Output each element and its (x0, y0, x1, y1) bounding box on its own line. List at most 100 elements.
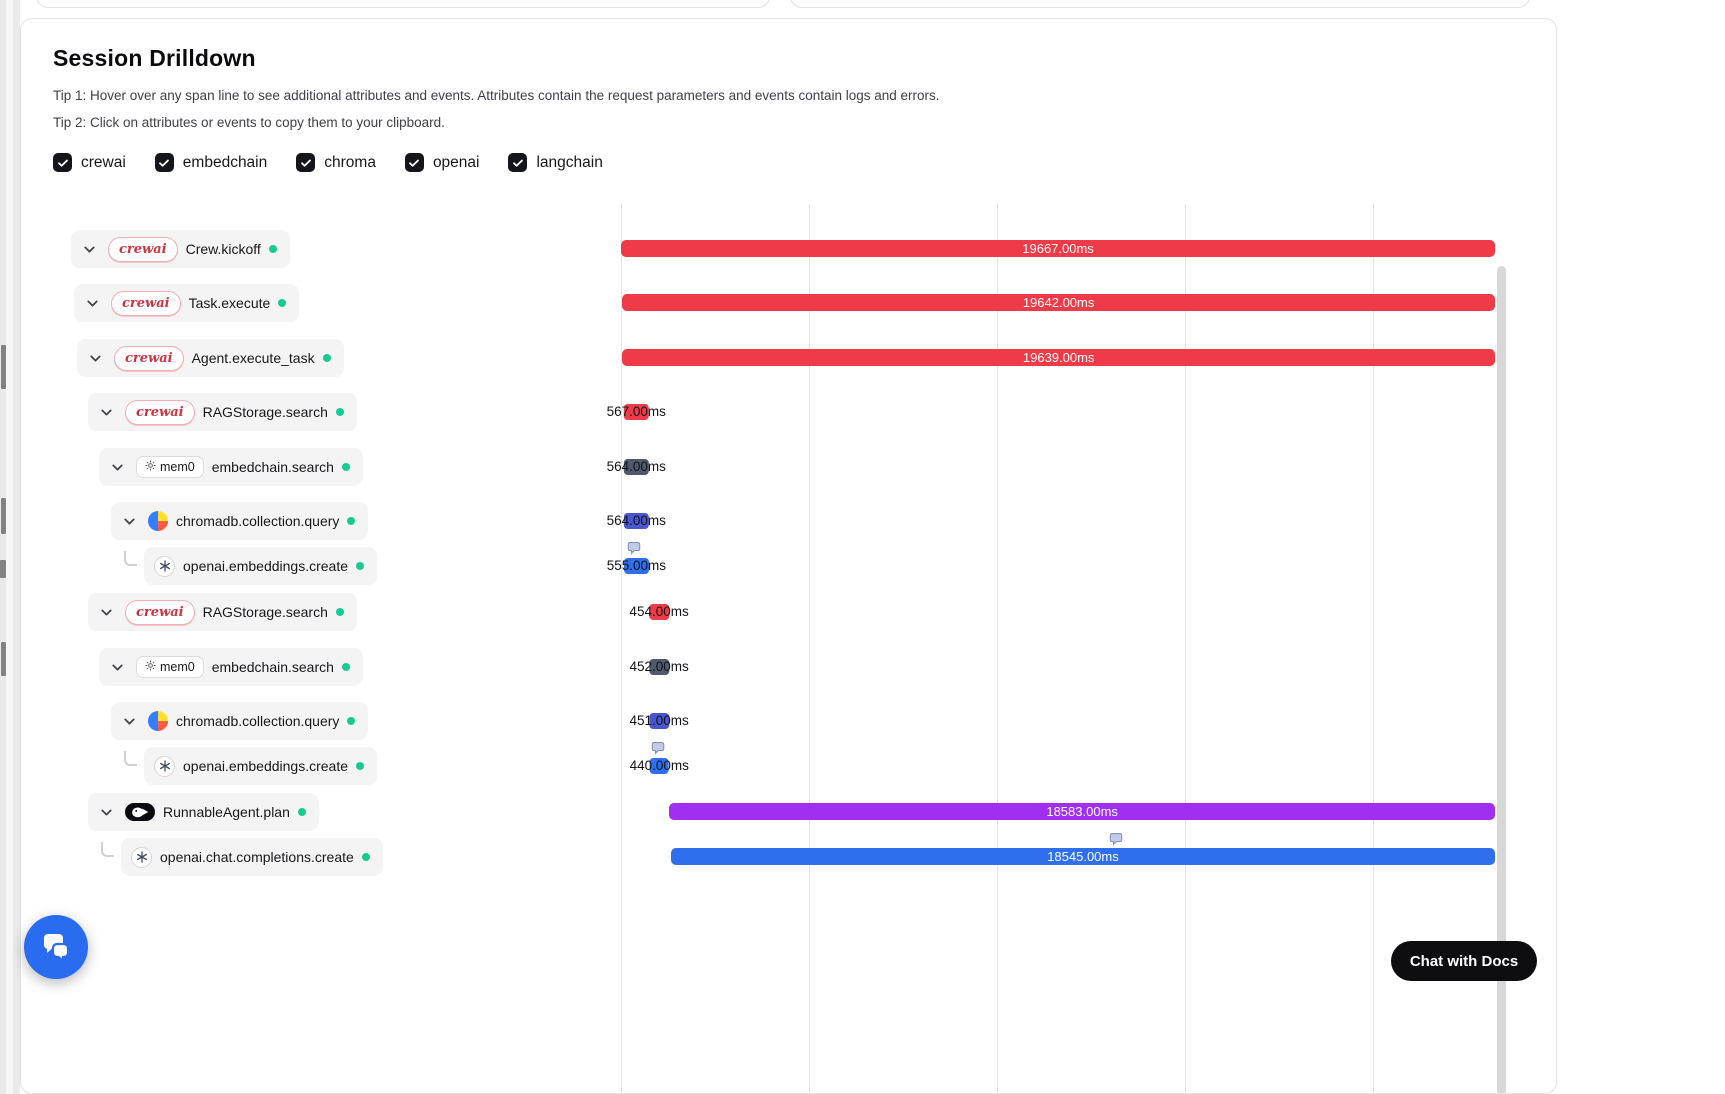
span-label[interactable]: RunnableAgent.plan (88, 793, 319, 831)
span-label[interactable]: chromadb.collection.query (111, 702, 369, 740)
span-label[interactable]: chromadb.collection.query (111, 502, 369, 540)
chevron-down-icon[interactable] (118, 510, 140, 532)
crewai-logo: crewai (125, 599, 195, 625)
span-name: Agent.execute_task (191, 350, 315, 366)
mem0-logo: mem0 (136, 456, 204, 478)
span-duration-bar[interactable]: 18545.00ms (670, 848, 1496, 865)
span-label[interactable]: crewai RAGStorage.search (88, 593, 357, 631)
span-duration-bar[interactable]: 555.00ms (607, 558, 666, 574)
span-pill[interactable]: openai.chat.completions.create (121, 838, 383, 876)
span-pill[interactable]: crewai Crew.kickoff (71, 230, 290, 268)
span-duration-bar[interactable]: 567.00ms (607, 404, 666, 420)
chat-widget-button[interactable] (24, 915, 88, 979)
chevron-down-icon[interactable] (106, 656, 128, 678)
event-marker-icon[interactable] (650, 740, 666, 756)
event-marker-icon[interactable] (626, 540, 642, 556)
bar-fill (648, 604, 670, 620)
span-label[interactable]: crewai Crew.kickoff (71, 230, 290, 268)
span-duration-bar[interactable]: 452.00ms (629, 659, 689, 675)
span-label[interactable]: openai.embeddings.create (122, 747, 378, 785)
filter-label: openai (432, 153, 480, 171)
span-pill[interactable]: crewai RAGStorage.search (88, 393, 357, 431)
left-edge-strip (0, 0, 20, 1094)
bar-fill (624, 558, 649, 574)
span-duration-bar[interactable]: 440.00ms (630, 758, 689, 774)
span-pill[interactable]: chromadb.collection.query (111, 502, 369, 540)
trace-row: crewai Crew.kickoff 19667.00ms (21, 222, 1556, 276)
span-label[interactable]: crewai Agent.execute_task (77, 339, 344, 377)
checkbox-checked-icon[interactable] (296, 153, 316, 172)
chevron-down-icon[interactable] (81, 292, 103, 314)
filter-crewai[interactable]: crewai (53, 153, 126, 172)
tip-2: Tip 2: Click on attributes or events to … (53, 115, 445, 130)
span-duration-bar[interactable]: 18583.00ms (669, 803, 1496, 820)
span-pill[interactable]: chromadb.collection.query (111, 702, 369, 740)
chevron-down-icon[interactable] (95, 401, 117, 423)
status-dot (356, 762, 365, 770)
checkbox-checked-icon[interactable] (508, 153, 528, 172)
trace-row: mem0 embedchain.search 564.00ms (21, 440, 1556, 494)
chevron-down-icon[interactable] (84, 347, 106, 369)
chevron-down-icon[interactable] (95, 801, 117, 823)
span-pill[interactable]: mem0 embedchain.search (99, 448, 363, 486)
duration-label: 440.00ms (629, 758, 689, 773)
duration-label: 451.00ms (629, 713, 689, 728)
span-duration-bar[interactable]: 451.00ms (629, 713, 689, 729)
span-pill[interactable]: crewai Agent.execute_task (77, 339, 344, 377)
openai-logo (154, 755, 175, 777)
chevron-down-icon[interactable] (106, 456, 128, 478)
chat-with-docs-button[interactable]: Chat with Docs (1391, 941, 1537, 981)
status-dot (347, 517, 356, 525)
filter-langchain[interactable]: langchain (508, 153, 603, 172)
vertical-scrollbar[interactable] (1497, 266, 1506, 1093)
span-label[interactable]: crewai RAGStorage.search (88, 393, 357, 431)
left-edge-band (6, 0, 13, 1094)
chevron-down-icon[interactable] (118, 710, 140, 732)
bar-fill (623, 459, 649, 475)
filter-chroma[interactable]: chroma (296, 153, 376, 172)
status-dot (356, 562, 365, 570)
span-pill[interactable]: RunnableAgent.plan (88, 793, 319, 831)
status-dot (297, 808, 306, 816)
gridline (997, 204, 998, 1093)
span-duration-bar[interactable]: 564.00ms (607, 459, 666, 475)
span-duration-bar[interactable]: 19642.00ms (622, 294, 1496, 311)
span-duration-bar[interactable]: 19639.00ms (622, 349, 1496, 366)
chevron-down-icon[interactable] (95, 601, 117, 623)
checkbox-checked-icon[interactable] (404, 153, 424, 172)
duration-label: 567.00ms (606, 404, 666, 419)
trace-rows: crewai Crew.kickoff 19667.00ms crewai Task.e… (21, 204, 1556, 1093)
span-pill[interactable]: crewai Task.execute (74, 284, 300, 322)
span-duration-bar[interactable]: 19667.00ms (621, 240, 1496, 257)
span-duration-bar[interactable]: 454.00ms (629, 604, 689, 620)
filter-openai[interactable]: openai (404, 153, 480, 172)
span-name: RunnableAgent.plan (163, 804, 290, 820)
status-dot (278, 299, 287, 307)
chevron-down-icon[interactable] (78, 238, 100, 260)
span-pill[interactable]: openai.embeddings.create (144, 547, 378, 585)
span-pill[interactable]: crewai RAGStorage.search (88, 593, 357, 631)
bar-fill (623, 513, 649, 529)
span-name: chromadb.collection.query (176, 513, 340, 529)
bar-fill (623, 404, 649, 420)
span-label[interactable]: openai.embeddings.create (122, 547, 378, 585)
event-marker-icon[interactable] (1108, 831, 1124, 847)
card-header: Session Drilldown Tip 1: Hover over any … (21, 19, 1556, 136)
span-pill[interactable]: mem0 embedchain.search (99, 648, 363, 686)
status-dot (341, 663, 350, 671)
trace-waterfall: crewai Crew.kickoff 19667.00ms crewai Task.e… (21, 204, 1556, 1093)
checkbox-checked-icon[interactable] (53, 153, 72, 172)
filter-label: crewai (81, 153, 126, 171)
span-label[interactable]: openai.chat.completions.create (99, 838, 383, 876)
span-name: openai.embeddings.create (183, 558, 349, 574)
span-label[interactable]: crewai Task.execute (74, 284, 300, 322)
status-dot (335, 408, 344, 416)
span-label[interactable]: mem0 embedchain.search (99, 448, 363, 486)
checkbox-checked-icon[interactable] (154, 153, 174, 172)
filter-embedchain[interactable]: embedchain (154, 153, 267, 172)
span-duration-bar[interactable]: 564.00ms (607, 513, 666, 529)
span-pill[interactable]: openai.embeddings.create (144, 747, 378, 785)
trace-row: openai.embeddings.create 440.00ms (21, 739, 1556, 793)
span-label[interactable]: mem0 embedchain.search (99, 648, 363, 686)
cutoff-text-fragment (1, 642, 6, 676)
